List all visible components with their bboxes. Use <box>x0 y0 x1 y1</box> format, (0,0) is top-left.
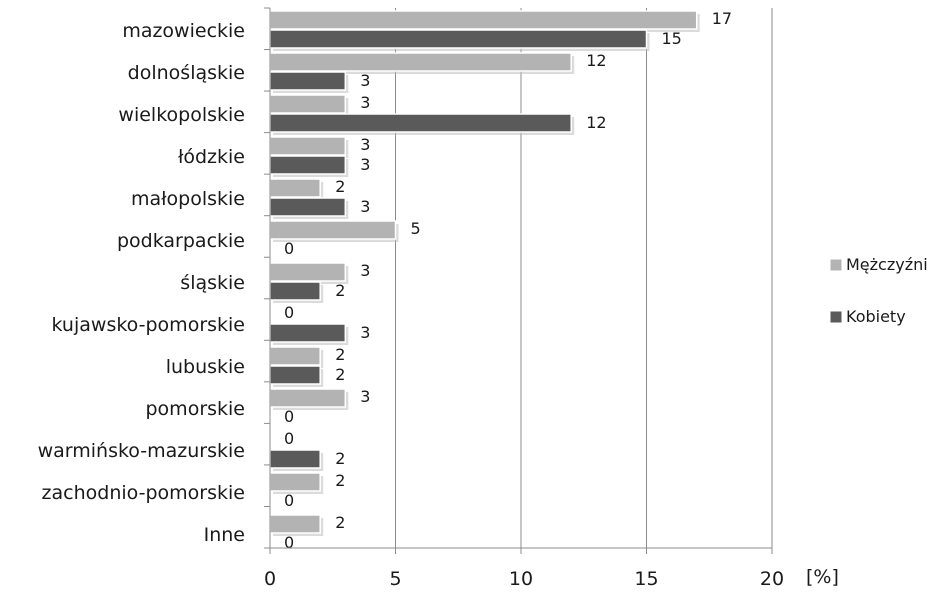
legend-label: Mężczyźni <box>846 255 928 274</box>
bar <box>269 197 347 217</box>
data-label: 3 <box>360 71 370 90</box>
legend-label: Kobiety <box>846 307 906 326</box>
bar <box>269 388 347 408</box>
category-label: łódzkie <box>178 146 245 168</box>
category-label: podkarpackie <box>117 230 245 252</box>
bar <box>269 178 321 198</box>
data-label: 3 <box>360 261 370 280</box>
x-tick-label: 10 <box>509 568 533 590</box>
data-label: 5 <box>411 219 421 238</box>
data-label: 3 <box>360 387 370 406</box>
data-label: 3 <box>360 155 370 174</box>
data-label: 17 <box>712 9 732 28</box>
bar <box>269 281 321 301</box>
x-unit-label: [%] <box>806 566 839 588</box>
data-label: 3 <box>360 135 370 154</box>
category-label: śląskie <box>180 272 245 294</box>
data-label: 3 <box>360 323 370 342</box>
data-label: 3 <box>360 197 370 216</box>
category-label: zachodnio-pomorskie <box>42 482 245 504</box>
data-label: 2 <box>335 365 345 384</box>
data-label: 0 <box>284 491 294 510</box>
category-label: małopolskie <box>131 188 245 210</box>
legend-swatch <box>829 258 843 272</box>
data-label: 2 <box>335 513 345 532</box>
bar <box>269 346 321 366</box>
bar <box>269 472 321 492</box>
data-label: 2 <box>335 281 345 300</box>
bar <box>269 155 347 175</box>
bar <box>269 10 698 30</box>
bar <box>269 449 321 469</box>
data-label: 2 <box>335 345 345 364</box>
bar <box>269 94 347 114</box>
legend-swatch <box>829 310 843 324</box>
bar <box>269 323 347 343</box>
data-label: 0 <box>284 533 294 552</box>
bar <box>269 365 321 385</box>
x-tick-label: 5 <box>389 568 401 590</box>
data-label: 0 <box>284 407 294 426</box>
category-label: Inne <box>204 524 245 546</box>
bar <box>269 113 572 133</box>
category-label: pomorskie <box>146 398 246 420</box>
category-labels: mazowieckie dolnośląskie wielkopolskie łódz… <box>38 20 245 546</box>
category-label: wielkopolskie <box>118 104 245 126</box>
x-tick-label: 15 <box>634 568 658 590</box>
data-label: 2 <box>335 449 345 468</box>
data-label: 0 <box>284 239 294 258</box>
data-label: 15 <box>662 29 682 48</box>
data-label: 12 <box>586 51 606 70</box>
gridlines <box>395 8 773 548</box>
bar <box>269 514 321 534</box>
x-axis: 0 5 10 15 20 [%] <box>264 7 839 590</box>
category-label: mazowieckie <box>122 20 245 42</box>
data-label: 0 <box>284 303 294 322</box>
category-label: dolnośląskie <box>128 62 245 84</box>
data-label: 0 <box>284 429 294 448</box>
bar <box>269 52 572 72</box>
legend: Mężczyźni Kobiety <box>829 255 928 326</box>
bar <box>269 262 347 282</box>
data-label: 12 <box>586 113 606 132</box>
category-label: warmińsko-mazurskie <box>38 440 245 462</box>
bar <box>269 29 648 49</box>
category-label: kujawsko-pomorskie <box>52 314 245 336</box>
data-label: 2 <box>335 471 345 490</box>
data-label: 2 <box>335 177 345 196</box>
x-tick-label: 20 <box>760 568 784 590</box>
bar <box>269 71 347 91</box>
data-label: 3 <box>360 93 370 112</box>
bar <box>269 136 347 156</box>
bar <box>269 220 397 240</box>
category-label: lubuskie <box>166 356 245 378</box>
x-tick-label: 0 <box>264 568 276 590</box>
